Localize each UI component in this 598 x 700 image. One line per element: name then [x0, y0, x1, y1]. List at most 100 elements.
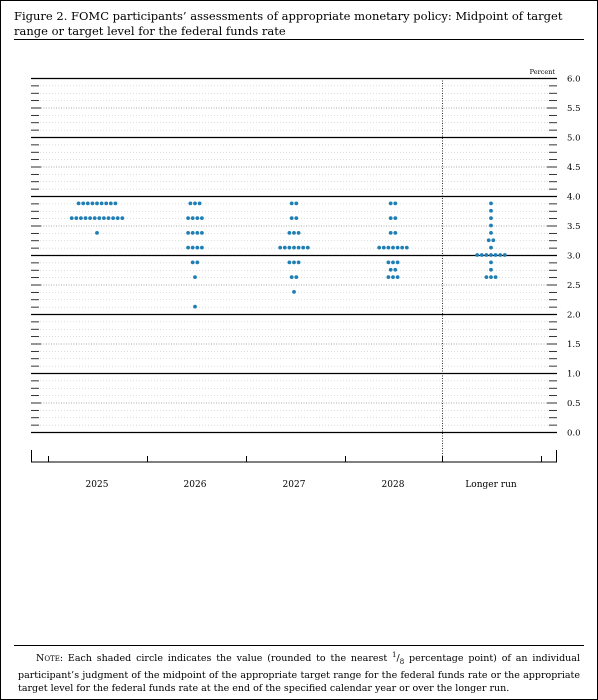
figure-title: Figure 2. FOMC participants’ assessments…	[14, 9, 563, 38]
dot-2027	[296, 245, 301, 250]
dot-2027	[301, 245, 306, 250]
dot-2026	[195, 260, 200, 265]
dot-2027	[289, 216, 294, 221]
dot-2028	[404, 245, 409, 250]
figure-note: Note: Each shaded circle indicates the v…	[18, 649, 580, 695]
dot-2027	[294, 216, 299, 221]
dot-longer-run	[498, 253, 503, 257]
dot-2026	[188, 201, 193, 206]
dot-longer-run	[489, 275, 493, 280]
note-rule	[14, 645, 584, 646]
dot-2026	[190, 245, 195, 250]
dot-2028	[388, 216, 393, 221]
dot-2025	[69, 216, 74, 221]
dot-2028	[386, 260, 391, 265]
y-tick-label: 0.5	[567, 399, 581, 409]
note-text: Each shaded circle indicates the value (…	[18, 651, 580, 695]
dot-longer-run	[484, 253, 489, 257]
dot-2028	[395, 245, 400, 250]
dot-2025	[95, 201, 99, 206]
dot-longer-run	[489, 253, 493, 257]
dot-2026	[186, 245, 191, 250]
dot-2025	[115, 216, 120, 221]
dot-2027	[292, 260, 296, 265]
dot-2028	[393, 201, 398, 206]
x-category-label: 2026	[184, 480, 207, 490]
dot-2026	[200, 245, 204, 250]
y-tick-label: 3.0	[567, 252, 581, 262]
dot-2025	[102, 216, 106, 221]
dot-2027	[287, 245, 292, 250]
y-tick-label: 2.0	[567, 311, 581, 321]
dot-2026	[186, 216, 191, 221]
dot-2026	[186, 230, 191, 235]
dot-2027	[305, 245, 310, 250]
dot-longer-run	[489, 260, 493, 265]
x-category-label: 2027	[283, 480, 306, 490]
dot-2028	[386, 245, 391, 250]
dot-2025	[92, 216, 97, 221]
x-category-label: Longer run	[465, 480, 517, 490]
dot-2025	[76, 201, 81, 206]
dot-2028	[395, 275, 400, 280]
dot-2027	[296, 260, 301, 265]
dot-longer-run	[493, 275, 498, 280]
dot-longer-run	[479, 253, 484, 257]
dot-longer-run	[489, 201, 493, 206]
dot-2028	[388, 230, 393, 235]
dot-2025	[104, 201, 109, 206]
y-tick-label: 5.0	[567, 134, 581, 144]
y-tick-label: 3.5	[567, 222, 581, 232]
dot-2025	[97, 216, 102, 221]
dot-2025	[85, 201, 90, 206]
y-tick-label: 0.0	[567, 429, 581, 439]
dot-2027	[289, 275, 294, 280]
dot-2025	[83, 216, 88, 221]
y-axis-unit-label: Percent	[530, 68, 556, 76]
dot-longer-run	[484, 275, 489, 280]
y-tick-label: 1.5	[567, 340, 581, 350]
dot-longer-run	[475, 253, 480, 257]
dot-2026	[193, 304, 197, 309]
dot-longer-run	[491, 238, 496, 243]
dot-2025	[95, 230, 99, 235]
y-tick-label: 6.0	[567, 75, 581, 85]
y-tick-label: 1.0	[567, 370, 581, 380]
dot-2026	[195, 230, 200, 235]
dot-2027	[287, 230, 292, 235]
y-tick-label: 2.5	[567, 281, 581, 291]
dot-2026	[193, 201, 197, 206]
x-category-label: 2025	[86, 480, 109, 490]
dot-2027	[282, 245, 287, 250]
dot-2027	[294, 201, 299, 206]
dot-2026	[195, 216, 200, 221]
dot-longer-run	[493, 253, 498, 257]
dot-2027	[296, 230, 301, 235]
dot-2028	[393, 267, 398, 272]
dot-2026	[193, 275, 197, 280]
dot-longer-run	[489, 208, 493, 213]
dot-2025	[113, 201, 118, 206]
dot-2027	[292, 289, 296, 294]
x-category-label: 2028	[382, 480, 405, 490]
dot-2028	[393, 216, 398, 221]
dot-2027	[289, 201, 294, 206]
dot-longer-run	[486, 238, 491, 243]
dot-2025	[88, 216, 92, 221]
dot-2026	[190, 260, 195, 265]
y-tick-label: 4.0	[567, 193, 581, 203]
dot-longer-run	[489, 223, 493, 228]
dot-2027	[294, 275, 299, 280]
dot-2028	[391, 275, 395, 280]
y-tick-label: 4.5	[567, 163, 581, 173]
dot-2025	[79, 216, 83, 221]
dot-2025	[81, 201, 86, 206]
dot-2026	[200, 216, 204, 221]
dot-longer-run	[489, 230, 493, 235]
dot-2028	[400, 245, 405, 250]
dot-2026	[200, 230, 204, 235]
dot-2027	[292, 245, 296, 250]
dot-2025	[111, 216, 115, 221]
dot-2028	[393, 230, 398, 235]
